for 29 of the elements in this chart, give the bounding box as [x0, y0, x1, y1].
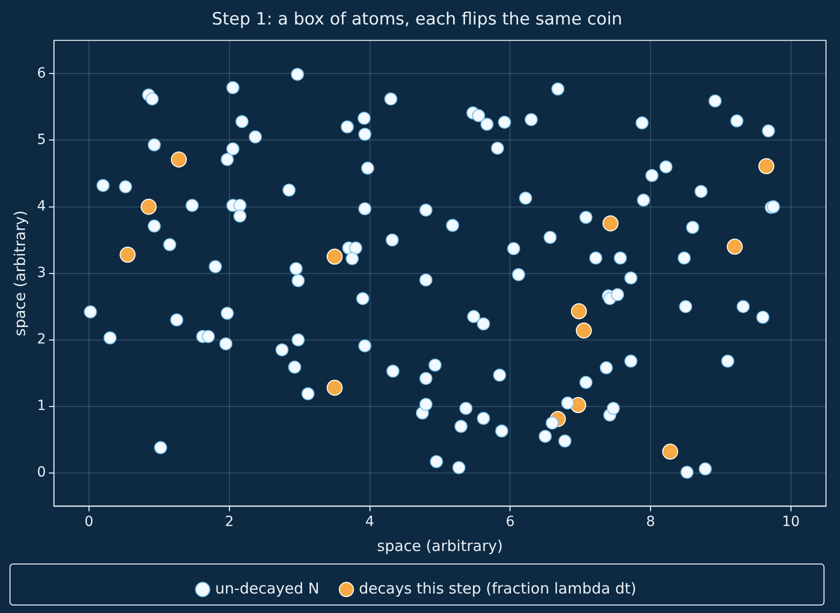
y-tick-label: 3: [36, 264, 46, 281]
legend-label: decays this step (fraction lambda dt): [358, 579, 636, 598]
y-tick-label: 0: [36, 464, 46, 481]
legend-label: un-decayed N: [215, 579, 320, 598]
x-tick-label: 6: [506, 514, 515, 530]
point: [662, 444, 678, 460]
point: [570, 303, 587, 320]
x-tick-label: 8: [646, 514, 655, 530]
y-tick-label: 1: [36, 398, 46, 414]
y-tick-label: 4: [36, 198, 46, 214]
point: [602, 215, 619, 232]
y-tick-label: 5: [36, 132, 46, 148]
point: [758, 158, 774, 174]
point: [140, 198, 157, 215]
point: [170, 152, 187, 168]
x-tick-label: 0: [84, 514, 94, 530]
x-axis-title: space (arbitrary): [377, 536, 503, 555]
y-tick-label: 2: [36, 331, 46, 348]
y-axis-title: space (arbitrary): [10, 210, 29, 336]
x-tick-label: 2: [224, 514, 234, 530]
point: [726, 238, 743, 255]
x-tick-label: 10: [782, 514, 800, 530]
point: [120, 246, 136, 263]
chart-title: Step 1: a box of atoms, each flips the same coin: [212, 10, 622, 30]
x-tick-label: 4: [365, 514, 374, 530]
point: [576, 322, 592, 339]
point: [326, 380, 343, 396]
point: [326, 248, 343, 265]
y-tick-label: 6: [36, 65, 46, 82]
